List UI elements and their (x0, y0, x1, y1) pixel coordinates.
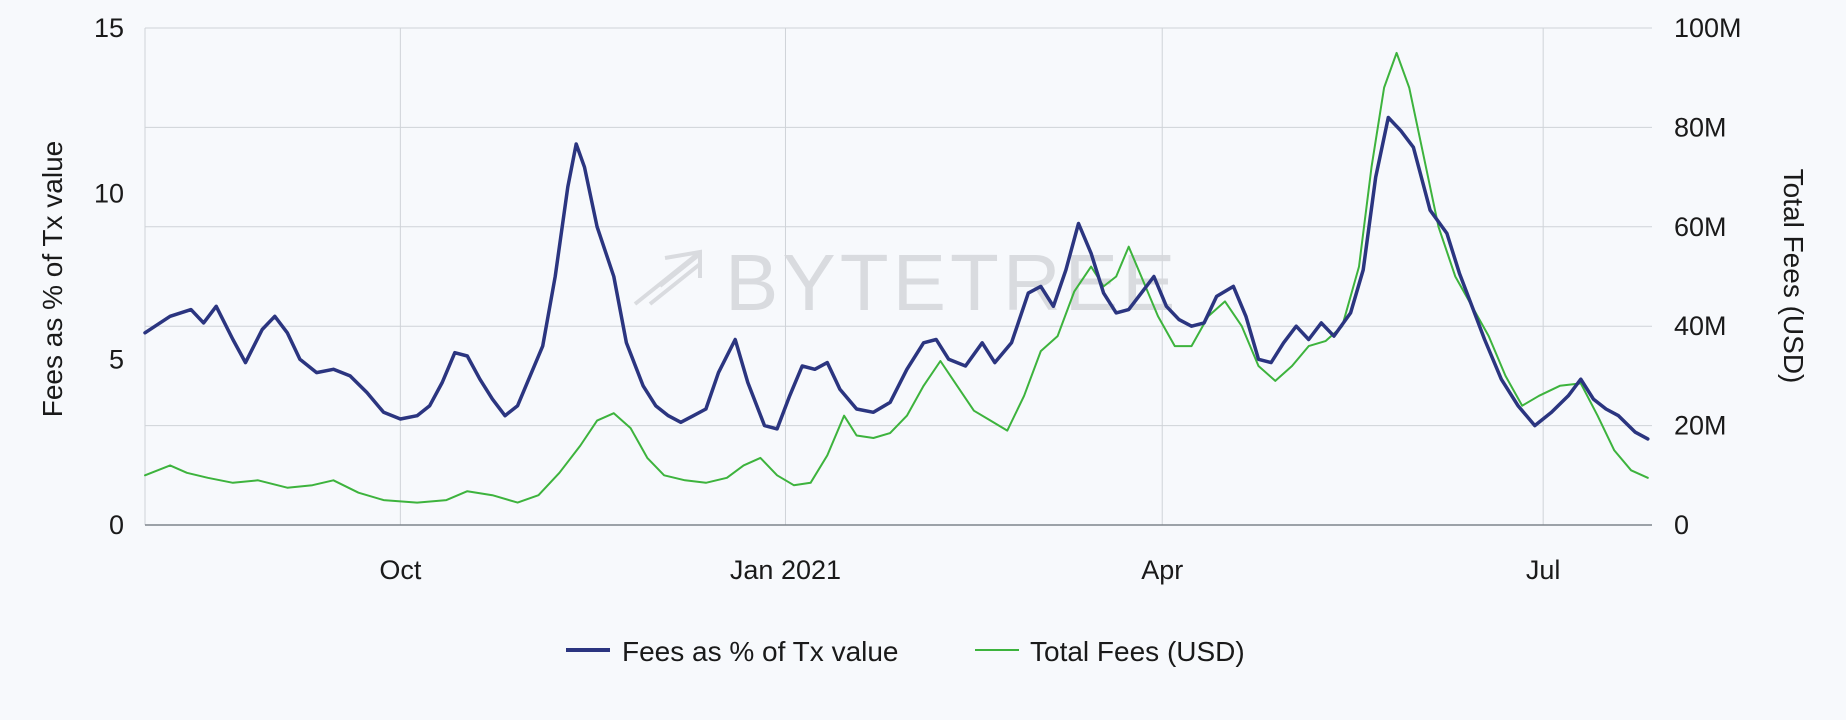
y-right-tick-label: 0 (1674, 510, 1689, 540)
series-line-fees-percent (143, 115, 1650, 441)
y-left-tick-label: 5 (109, 344, 124, 374)
y-right-axis-title: Total Fees (USD) (1778, 169, 1809, 384)
y-left-tick-label: 10 (94, 179, 124, 209)
x-tick-label: Jul (1526, 555, 1561, 585)
y-left-tick-label: 0 (109, 510, 124, 540)
legend-item-fees-percent[interactable]: Fees as % of Tx value (566, 636, 899, 667)
grid-lines (144, 27, 1652, 525)
x-tick-label: Jan 2021 (730, 555, 841, 585)
y-left-tick-label: 15 (94, 13, 124, 43)
legend-label-fees-percent: Fees as % of Tx value (622, 636, 899, 667)
x-tick-label: Apr (1141, 555, 1183, 585)
series (143, 51, 1650, 504)
y-right-tick-label: 20M (1674, 411, 1727, 441)
series-line-total-fees (144, 51, 1649, 504)
legend-label-total-fees: Total Fees (USD) (1030, 636, 1245, 667)
tick-labels: 0 5 10 15 0 20M 40M 60M 80M 100M Oct Jan 2021 Apr Jul (94, 13, 1742, 585)
y-left-axis-title: Fees as % of Tx value (37, 141, 68, 418)
y-right-tick-label: 100M (1674, 13, 1742, 43)
watermark-logo-icon (633, 249, 702, 306)
watermark-text: BYTETREE (725, 238, 1179, 327)
y-right-tick-label: 40M (1674, 311, 1727, 341)
x-tick-label: Oct (379, 555, 422, 585)
watermark: BYTETREE (633, 238, 1179, 327)
y-right-tick-label: 60M (1674, 212, 1727, 242)
legend-item-total-fees[interactable]: Total Fees (USD) (975, 636, 1245, 667)
legend: Fees as % of Tx value Total Fees (USD) (566, 636, 1245, 667)
y-right-tick-label: 80M (1674, 112, 1727, 142)
